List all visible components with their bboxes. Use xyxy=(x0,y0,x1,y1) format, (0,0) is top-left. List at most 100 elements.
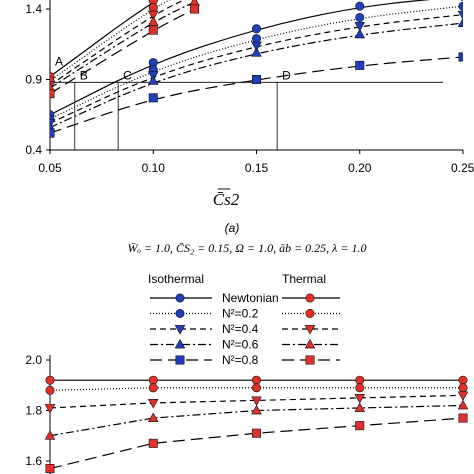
chart-a-data-point xyxy=(458,52,463,62)
chart-b: 1.6 1.8 2.0 xyxy=(25,353,469,474)
chart-a-data-point xyxy=(355,60,365,70)
parameters-line: W̄ₒ = 1.0, C̄S₂ = 0.15, Ω = 1.0, āb = 0.… xyxy=(128,241,367,255)
chart-a-y-tick-label: 0.4 xyxy=(25,143,42,157)
chart-b-y-tick-label: 1.8 xyxy=(25,404,42,418)
chart-b-data-point xyxy=(148,375,158,385)
chart-a-data-point xyxy=(190,4,200,14)
chart-b-data-point xyxy=(147,412,159,422)
legend-marker-thermal xyxy=(305,308,315,318)
chart-a-data-point xyxy=(252,24,262,34)
chart-b-data-point xyxy=(457,391,469,401)
chart-b-data-point xyxy=(251,404,262,415)
chart-a-y-tick-label: 0.9 xyxy=(25,73,42,87)
chart-b-data-point xyxy=(354,402,366,412)
legend-entry-label: N²=0.4 xyxy=(222,322,259,336)
chart-a-series-line xyxy=(50,0,159,78)
chart-a-data-point xyxy=(355,1,365,11)
legend-header-thermal: Thermal xyxy=(282,272,326,286)
chart-b-data-point xyxy=(148,438,158,448)
chart-a-data-point xyxy=(457,10,463,21)
chart-a-x-tick-label: 0.05 xyxy=(38,161,62,175)
chart-a-data-point xyxy=(251,47,262,57)
legend-marker-thermal xyxy=(305,293,315,303)
chart-a-x-tick-label: 0.15 xyxy=(245,161,269,175)
legend-marker-isothermal xyxy=(175,355,185,365)
legend-marker-isothermal xyxy=(174,338,186,349)
legend-entry-label: N²=0.8 xyxy=(222,353,259,367)
chart-b-series-line xyxy=(49,417,464,470)
chart-a-guide-label: C xyxy=(123,68,132,82)
chart-a-series-line xyxy=(50,8,195,95)
chart-b-plot-area xyxy=(44,375,469,474)
chart-a-panel-label: (a) xyxy=(225,221,240,235)
chart-a-guide-label: A xyxy=(55,54,63,68)
chart-b-data-point xyxy=(252,375,262,385)
chart-a-data-point xyxy=(252,34,262,44)
chart-a-x-tick-label: 0.10 xyxy=(142,161,166,175)
chart-a-data-point xyxy=(251,41,262,52)
legend-marker-isothermal xyxy=(175,308,185,318)
chart-b-data-point xyxy=(354,393,366,404)
chart-b-data-point xyxy=(458,383,468,393)
chart-a-series-line xyxy=(50,5,463,120)
chart-b-data-point xyxy=(252,428,262,438)
chart-a-series-line xyxy=(50,0,186,86)
chart-b-data-point xyxy=(45,464,55,474)
chart-a-data-point xyxy=(148,3,158,13)
chart-a-series-line xyxy=(50,1,195,89)
chart-b-data-point xyxy=(44,404,56,414)
chart-b-data-point xyxy=(458,413,468,423)
chart-a-data-point xyxy=(147,10,159,21)
legend-marker-isothermal xyxy=(174,325,186,335)
legend-entry-label: N²=0.2 xyxy=(222,307,259,321)
chart-b-data-point xyxy=(458,375,468,385)
chart-b-data-point xyxy=(251,396,262,407)
chart-a-data-point xyxy=(457,17,463,28)
chart-a-data-point xyxy=(148,93,158,103)
chart-b-data-point xyxy=(148,383,158,393)
chart-b-data-point xyxy=(147,399,159,409)
chart-a-data-point xyxy=(460,0,463,1)
chart-b-y-tick-label: 1.6 xyxy=(25,454,42,468)
chart-a-guide-label: B xyxy=(80,68,88,82)
chart-a-x-tick-label: 0.20 xyxy=(348,161,372,175)
chart-b-series-line xyxy=(49,394,464,409)
chart-a-data-point xyxy=(147,75,159,85)
chart-b-y-tick-label: 2.0 xyxy=(25,353,42,367)
chart-a-data-point xyxy=(354,22,366,32)
chart-b-data-point xyxy=(457,399,469,410)
chart-a-series-line xyxy=(50,56,463,134)
chart-b-data-point xyxy=(44,430,56,440)
chart-a-data-point xyxy=(148,25,158,35)
chart-b-data-point xyxy=(252,383,262,393)
legend-marker-thermal xyxy=(304,338,316,349)
legend-header-isothermal: Isothermal xyxy=(148,272,204,286)
chart-b-data-point xyxy=(355,383,365,393)
chart-b-data-point xyxy=(45,385,55,395)
chart-a-data-point xyxy=(50,89,55,99)
chart-b-data-point xyxy=(355,421,365,431)
chart-a-data-point xyxy=(354,28,366,39)
legend-marker-thermal xyxy=(304,325,316,335)
legend-marker-thermal xyxy=(305,355,315,365)
chart-a-data-point xyxy=(147,16,159,26)
chart-a-data-point xyxy=(50,128,55,138)
legend-entry-label: Newtonian xyxy=(222,291,279,305)
chart-a-data-point xyxy=(252,75,262,85)
chart-a-series-line xyxy=(50,0,431,116)
chart-b-data-point xyxy=(355,375,365,385)
chart-b-data-point xyxy=(45,375,55,385)
chart-a-y-tick-label: 1.4 xyxy=(25,2,42,16)
chart-a-plot-area xyxy=(50,0,463,138)
chart-a-x-label: C̄s2 xyxy=(213,190,240,209)
legend-entry-label: N²=0.6 xyxy=(222,338,259,352)
chart-a-x-tick-label: 0.25 xyxy=(451,161,474,175)
legend-marker-isothermal xyxy=(175,293,185,303)
chart-a-data-point xyxy=(355,12,365,22)
chart-a-data-point xyxy=(458,1,463,11)
chart-a-data-point xyxy=(50,119,56,129)
